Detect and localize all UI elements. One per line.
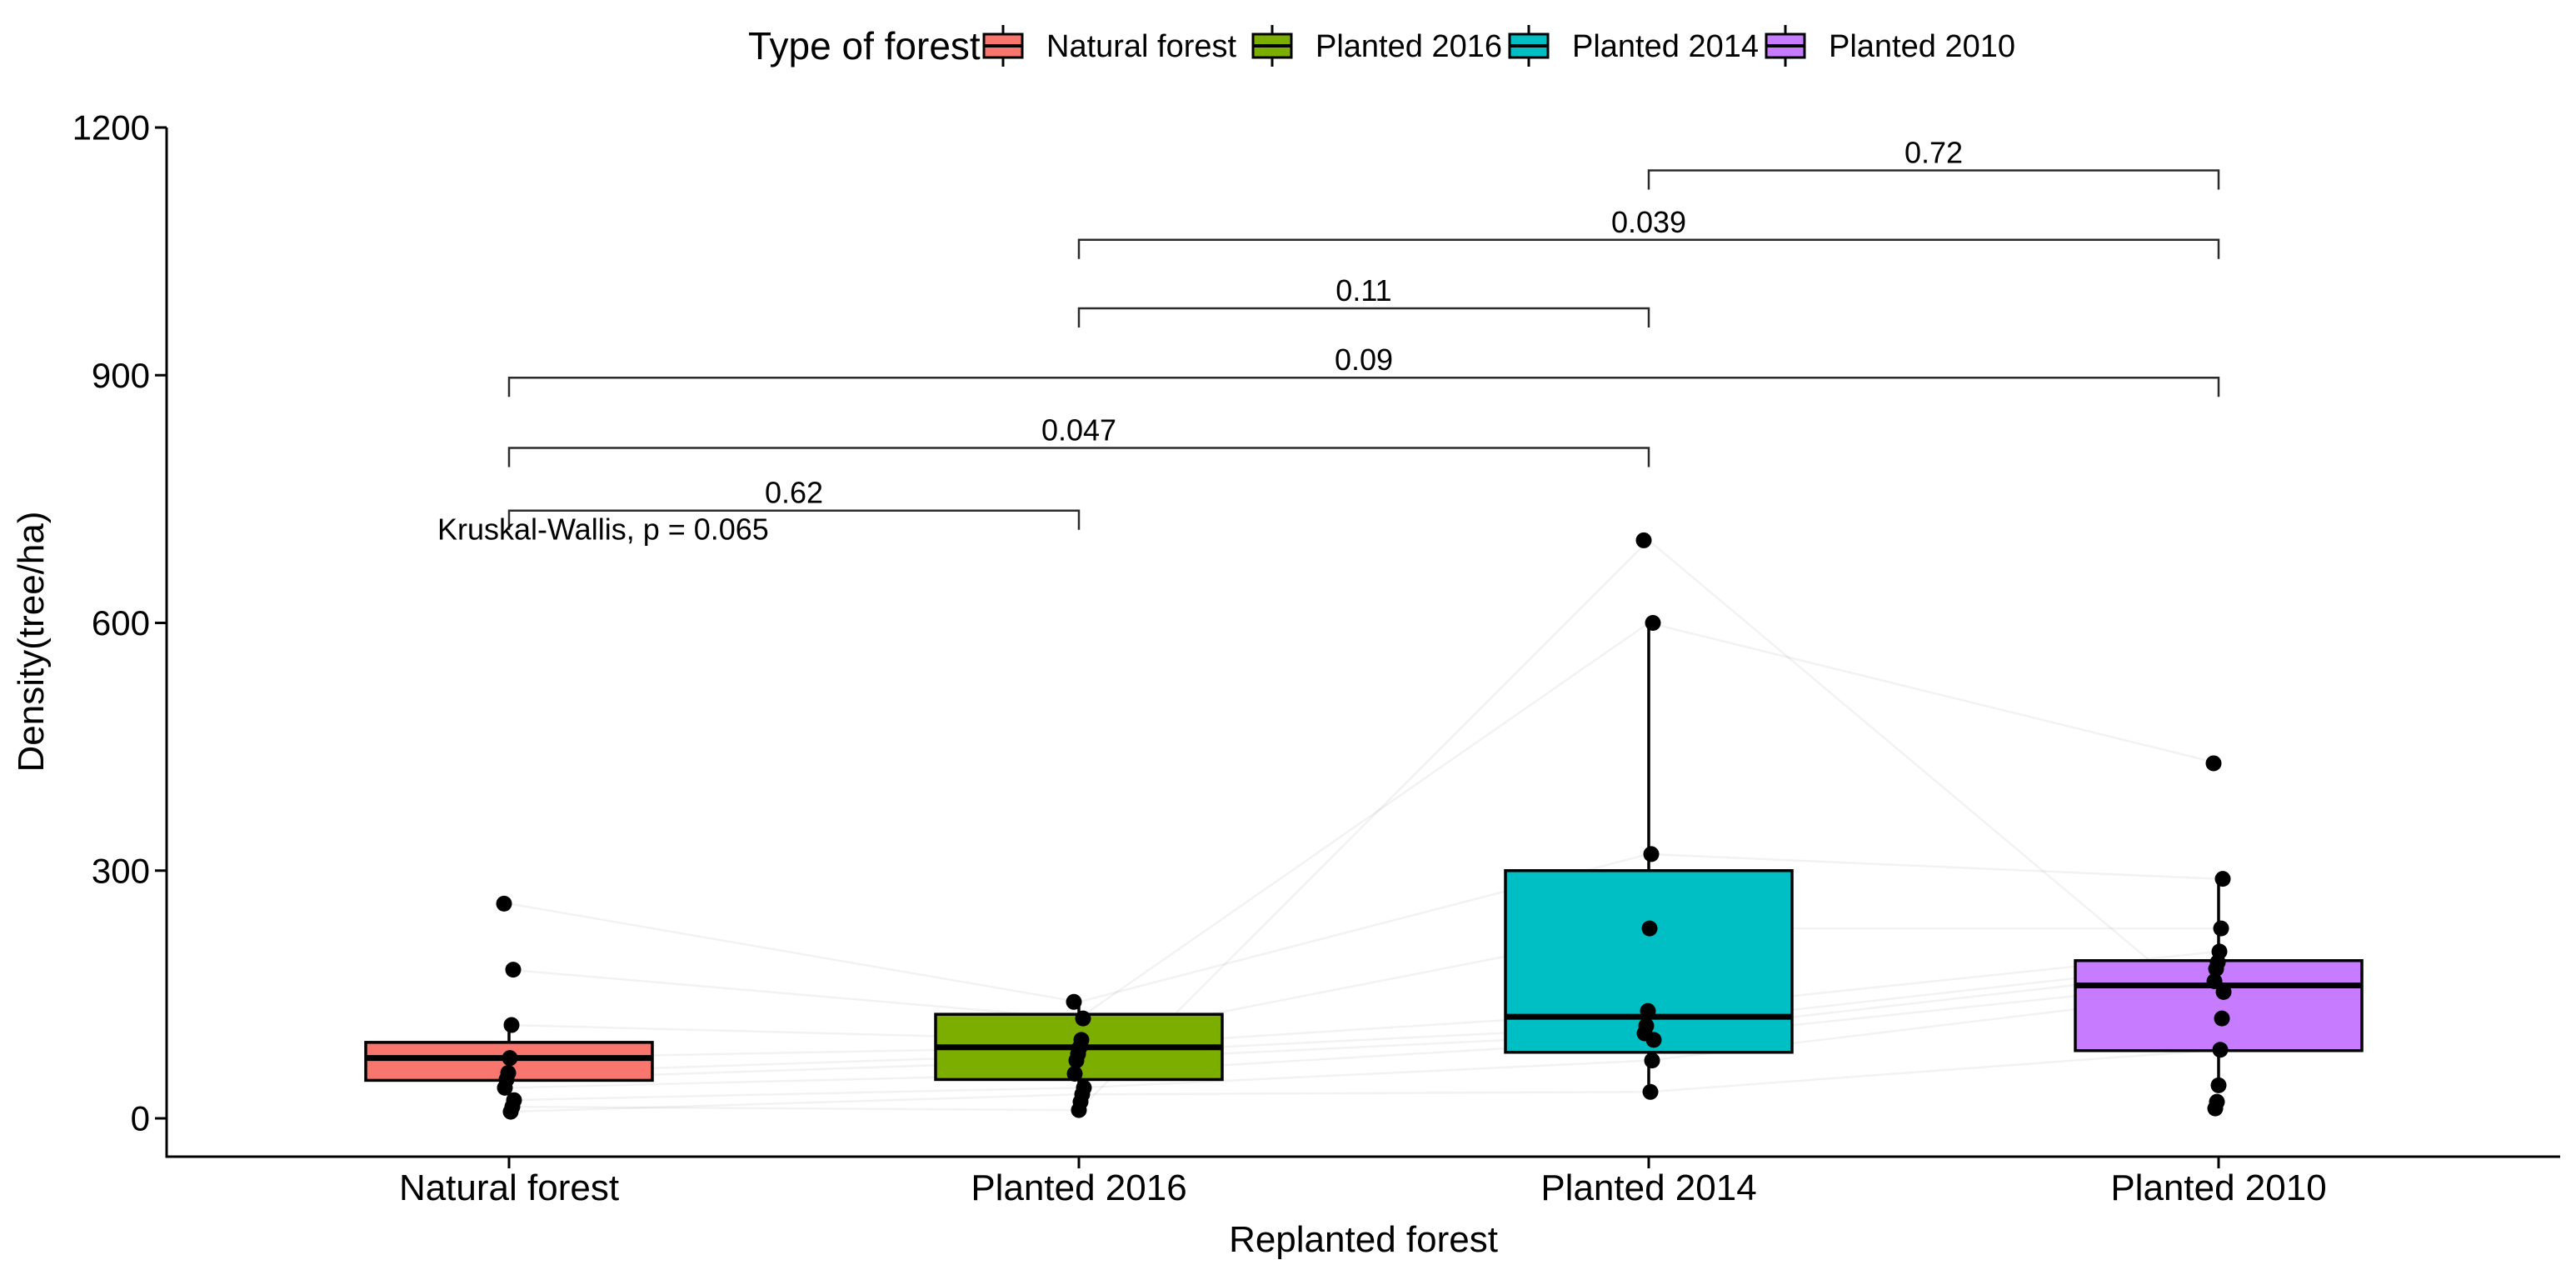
comparison-bracket <box>507 509 1081 530</box>
jitter-point <box>503 1017 520 1033</box>
legend-item-label: Planted 2014 <box>1572 29 1759 64</box>
pair-line <box>508 968 2219 1081</box>
p-value-label: 0.72 <box>1905 136 1963 170</box>
jitter-point <box>1645 1032 1662 1048</box>
pair-line <box>508 1048 2219 1113</box>
p-value-label: 0.09 <box>1335 342 1393 377</box>
p-value-label: 0.047 <box>1041 412 1116 447</box>
comparison-bracket <box>1077 307 1650 328</box>
jitter-point <box>1641 920 1658 937</box>
jitter-point <box>1066 993 1082 1010</box>
jitter-point <box>2207 1100 2224 1117</box>
legend-item-label: Planted 2010 <box>1829 29 2015 64</box>
jitter-point <box>502 1103 519 1120</box>
x-tick-label: Planted 2014 <box>1540 1168 1756 1208</box>
jitter-point <box>2205 755 2222 772</box>
y-tick-label: 600 <box>92 603 150 642</box>
jitter-point <box>505 962 522 978</box>
jitter-point <box>2210 1077 2227 1093</box>
kruskal-wallis-annotation: Kruskal-Wallis, p = 0.065 <box>437 512 769 547</box>
jitter-point <box>2214 871 2231 888</box>
legend-item-label: Planted 2016 <box>1315 29 1502 64</box>
jitter-point <box>1643 846 1660 862</box>
p-value-label: 0.11 <box>1335 273 1391 308</box>
jitter-point <box>1645 615 1661 631</box>
y-tick-label: 900 <box>92 356 150 395</box>
legend: Natural forest Planted 2016 Planted 2014 Pl… <box>982 25 2015 67</box>
jitter-point <box>2206 973 2223 990</box>
jitter-point <box>1066 1065 1083 1082</box>
legend-title: Type of forest <box>748 24 981 68</box>
legend-item-planted-2014: Planted 2014 <box>1508 25 1759 67</box>
x-tick-label: Natural forest <box>399 1168 619 1208</box>
jitter-point <box>1644 1052 1660 1069</box>
jitter-point <box>496 895 512 912</box>
jitter-point <box>1635 532 1652 548</box>
p-value-label: 0.039 <box>1611 205 1686 239</box>
pair-lines-layer <box>508 538 2219 1113</box>
pair-line <box>508 991 2219 1102</box>
jitter-point <box>1075 1010 1091 1027</box>
jitter-point <box>2213 920 2229 937</box>
pair-line <box>508 852 2219 1003</box>
comparison-brackets-layer: 0.72 0.039 0.11 0.09 0.047 0.62 <box>507 136 2220 530</box>
jitter-points-layer <box>496 532 2232 1120</box>
jitter-point <box>502 1050 518 1067</box>
pair-line <box>508 950 2219 1059</box>
axes-layer <box>165 128 2560 1158</box>
pair-line <box>508 538 2219 1112</box>
jitter-point <box>1642 1083 1659 1100</box>
jitter-point <box>2215 983 2232 1000</box>
y-tick-label: 300 <box>92 851 150 890</box>
legend-item-planted-2010: Planted 2010 <box>1765 25 2015 67</box>
x-tick-label: Planted 2010 <box>2110 1168 2326 1208</box>
boxes-layer <box>364 622 2364 1112</box>
y-tick-label: 1200 <box>72 108 150 148</box>
pair-line <box>508 980 2219 1089</box>
tick-labels-layer: 0 300 600 900 1200 Natural forest Planted 2016… <box>72 108 2327 1208</box>
jitter-point <box>1071 1102 1087 1118</box>
x-tick-label: Planted 2016 <box>971 1168 1186 1208</box>
p-value-label: 0.62 <box>765 476 823 510</box>
jitter-point <box>1640 1002 1656 1019</box>
comparison-bracket <box>1647 169 2220 190</box>
y-tick-label: 0 <box>131 1099 150 1138</box>
comparison-bracket <box>507 447 1650 468</box>
pair-line <box>508 622 2219 1020</box>
jitter-point <box>1068 1052 1085 1069</box>
jitter-point <box>2208 961 2224 978</box>
pair-line <box>508 927 2219 1042</box>
jitter-point <box>2214 1010 2230 1027</box>
comparison-bracket <box>507 376 2220 398</box>
comparison-bracket <box>1077 238 2220 259</box>
jitter-point <box>497 1079 513 1096</box>
x-axis-title: Replanted forest <box>1229 1219 1498 1260</box>
legend-item-natural-forest: Natural forest <box>982 25 1237 67</box>
legend-item-label: Natural forest <box>1046 29 1237 64</box>
jitter-point <box>2212 1042 2229 1058</box>
y-axis-title: Density(tree/ha) <box>11 511 52 772</box>
legend-item-planted-2016: Planted 2016 <box>1251 25 1502 67</box>
pair-line <box>508 961 2219 1074</box>
